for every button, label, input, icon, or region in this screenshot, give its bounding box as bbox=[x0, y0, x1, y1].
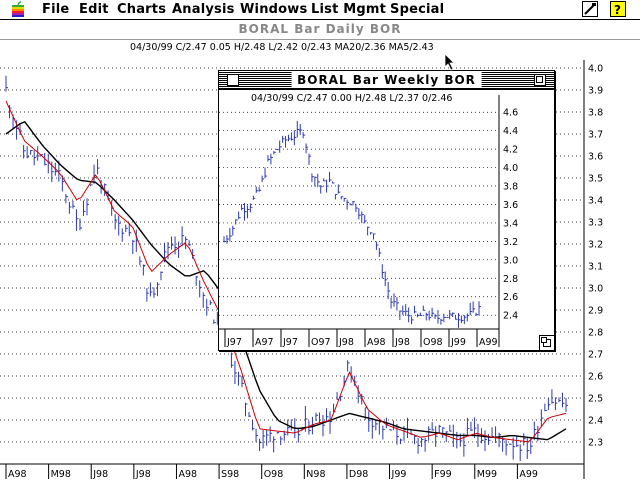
y-tick-label: 2.4 bbox=[588, 416, 603, 427]
y-tick-label: 3.2 bbox=[588, 240, 603, 251]
y-tick-label: 2.3 bbox=[588, 438, 603, 449]
x-tick-label: J97 bbox=[282, 337, 298, 348]
y-tick-label: 2.6 bbox=[503, 292, 518, 303]
y-tick-label: 2.6 bbox=[588, 372, 603, 383]
y-tick-label: 3.8 bbox=[503, 182, 518, 193]
tool-icon[interactable] bbox=[582, 1, 598, 17]
y-tick-label: 2.8 bbox=[503, 274, 518, 285]
apple-menu-icon[interactable] bbox=[9, 1, 27, 18]
daily-quote-info: 04/30/99 C/2.47 0.05 H/2.48 L/2.42 0/2.4… bbox=[130, 42, 434, 53]
y-tick-label: 3.9 bbox=[588, 86, 603, 97]
y-tick-label: 3.0 bbox=[503, 255, 518, 266]
x-tick-label: N98 bbox=[306, 469, 325, 480]
ma20-line bbox=[5, 120, 567, 441]
x-tick-label: J99 bbox=[391, 469, 407, 480]
ma5-line bbox=[5, 100, 567, 443]
y-tick-label: 3.7 bbox=[588, 130, 603, 141]
menu-bar: File Edit Charts Analysis Windows List M… bbox=[0, 0, 640, 20]
y-tick-label: 2.8 bbox=[588, 328, 603, 339]
x-tick-label: J98 bbox=[92, 469, 108, 480]
x-tick-label: J98 bbox=[135, 469, 151, 480]
weekly-chart-window: BORAL Bar Weekly BOR 04/30/99 C/2.47 0.0… bbox=[218, 70, 555, 351]
x-tick-label: D98 bbox=[349, 469, 368, 480]
menu-file[interactable]: File bbox=[42, 2, 70, 17]
y-tick-label: 4.0 bbox=[588, 64, 603, 75]
y-tick-label: 2.9 bbox=[588, 306, 603, 317]
y-tick-label: 3.2 bbox=[503, 237, 518, 248]
x-tick-label: M98 bbox=[51, 469, 71, 480]
x-tick-label: J99 bbox=[450, 337, 466, 348]
y-tick-label: 4.2 bbox=[503, 145, 518, 156]
x-tick-label: S98 bbox=[221, 469, 239, 480]
y-tick-label: 2.5 bbox=[588, 394, 603, 405]
svg-text:?: ? bbox=[614, 3, 621, 17]
close-box-icon[interactable] bbox=[227, 74, 239, 86]
weekly-quote-info: 04/30/99 C/2.47 0.00 H/2.48 L/2.37 0/2.4… bbox=[251, 93, 452, 104]
help-icon[interactable]: ? bbox=[610, 1, 626, 17]
y-tick-label: 3.3 bbox=[588, 218, 603, 229]
y-tick-label: 3.8 bbox=[588, 108, 603, 119]
y-tick-label: 4.4 bbox=[503, 126, 518, 137]
weekly-window-title: BORAL Bar Weekly BOR bbox=[291, 72, 482, 88]
weekly-chart: 04/30/99 C/2.47 0.00 H/2.48 L/2.37 0/2.4… bbox=[219, 93, 518, 348]
daily-title-bar[interactable]: BORAL Bar Daily BOR bbox=[0, 20, 640, 40]
y-tick-label: 3.4 bbox=[588, 196, 603, 207]
menu-windows[interactable]: Windows bbox=[240, 2, 308, 17]
menu-edit[interactable]: Edit bbox=[79, 2, 109, 17]
x-tick-label: O97 bbox=[311, 337, 331, 348]
x-tick-label: A98 bbox=[8, 469, 27, 480]
x-tick-label: A99 bbox=[519, 469, 538, 480]
daily-window-title: BORAL Bar Daily BOR bbox=[238, 22, 402, 36]
y-tick-label: 2.7 bbox=[588, 350, 603, 361]
weekly-title-bar[interactable]: BORAL Bar Weekly BOR bbox=[219, 71, 554, 90]
y-tick-label: 3.0 bbox=[588, 284, 603, 295]
x-tick-label: A99 bbox=[479, 337, 498, 348]
resize-handle-icon[interactable] bbox=[539, 335, 554, 350]
y-tick-label: 3.5 bbox=[588, 174, 603, 185]
x-tick-label: A98 bbox=[367, 337, 386, 348]
menu-list-mgmt[interactable]: List Mgmt bbox=[311, 2, 387, 17]
zoom-box-icon[interactable] bbox=[534, 74, 546, 86]
y-tick-label: 4.0 bbox=[503, 163, 518, 174]
arrow-cursor-icon bbox=[444, 53, 455, 71]
menu-special[interactable]: Special bbox=[390, 2, 445, 17]
x-tick-label: O98 bbox=[264, 469, 284, 480]
menu-charts[interactable]: Charts bbox=[117, 2, 167, 17]
y-tick-label: 3.1 bbox=[588, 262, 603, 273]
menu-analysis[interactable]: Analysis bbox=[172, 2, 235, 17]
x-tick-label: A97 bbox=[255, 337, 274, 348]
y-tick-label: 4.6 bbox=[503, 108, 518, 119]
x-tick-label: M99 bbox=[477, 469, 497, 480]
y-tick-label: 2.4 bbox=[503, 311, 518, 322]
y-tick-label: 3.6 bbox=[588, 152, 603, 163]
y-tick-label: 3.4 bbox=[503, 218, 518, 229]
x-tick-label: J98 bbox=[394, 337, 410, 348]
x-tick-label: A98 bbox=[178, 469, 197, 480]
y-tick-label: 3.6 bbox=[503, 200, 518, 211]
x-tick-label: O98 bbox=[423, 337, 443, 348]
x-tick-label: F99 bbox=[434, 469, 452, 480]
x-tick-label: J97 bbox=[226, 337, 242, 348]
x-tick-label: J98 bbox=[338, 337, 354, 348]
